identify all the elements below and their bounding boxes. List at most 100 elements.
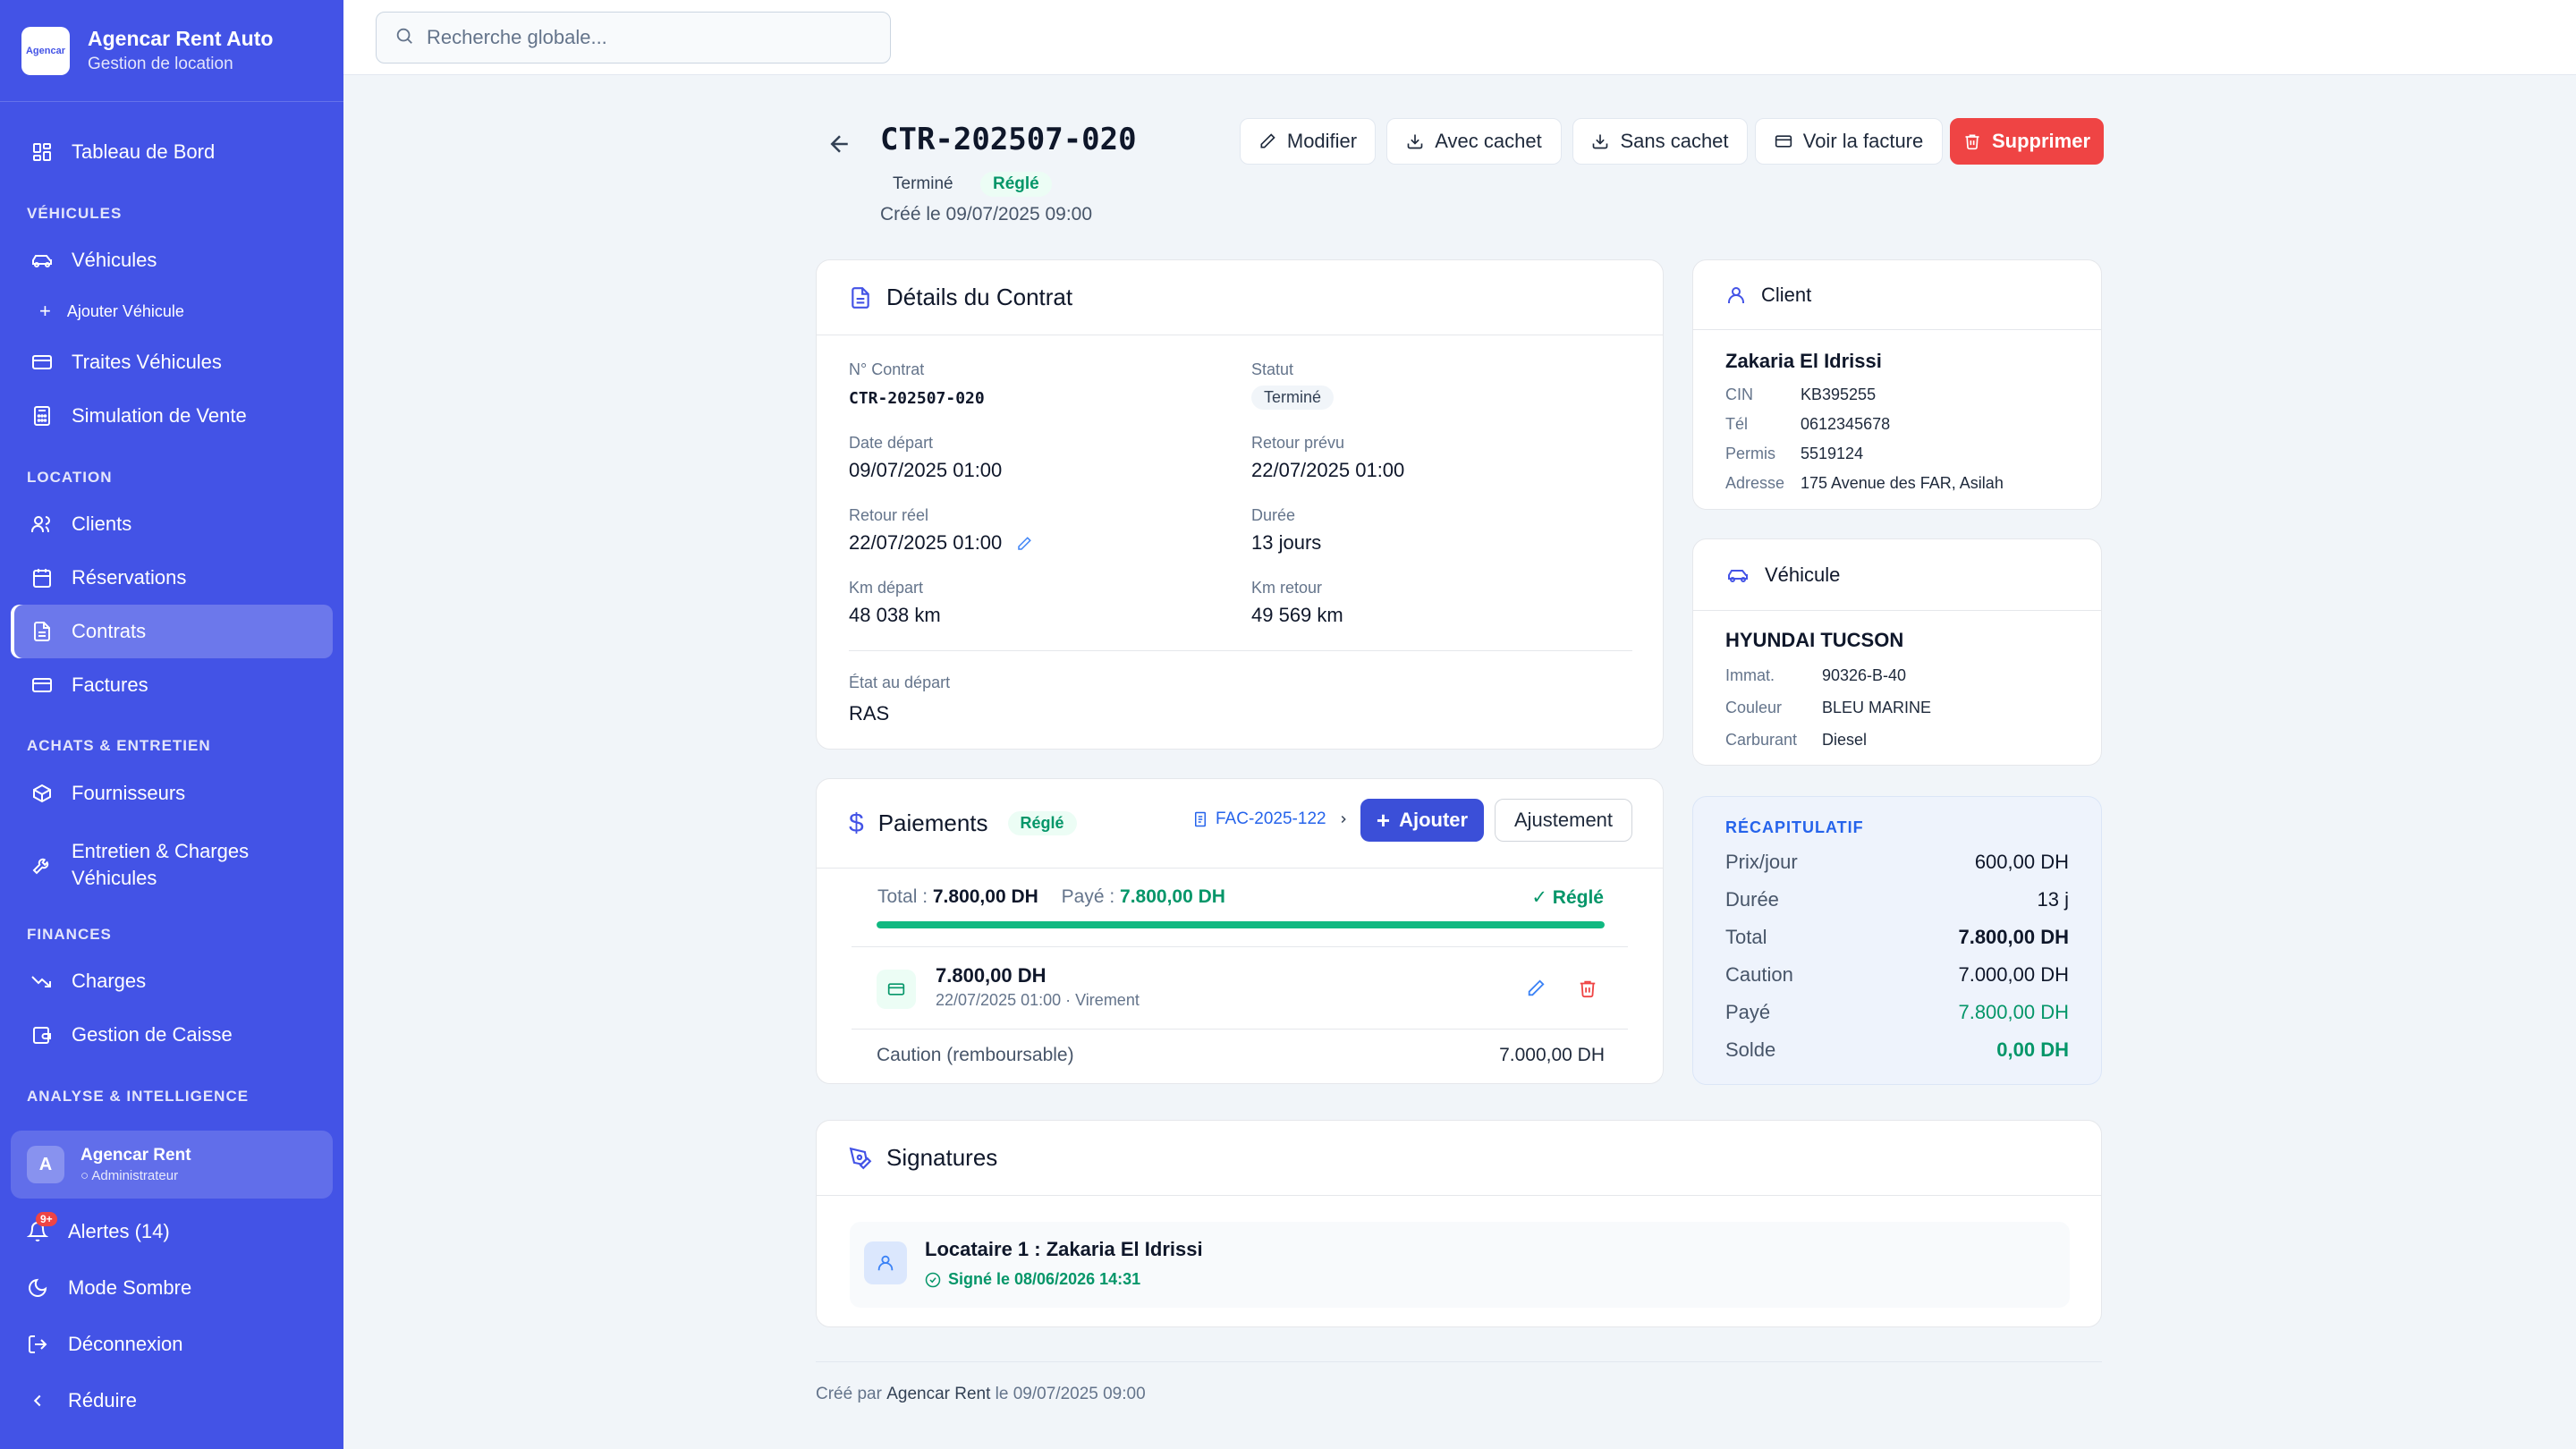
km-end-value: 49 569 km [1251, 604, 1343, 626]
sidebar-item-cash[interactable]: Gestion de Caisse [11, 1008, 333, 1062]
brand[interactable]: Agencar Agencar Rent Auto Gestion de loc… [0, 0, 343, 102]
users-icon [30, 513, 54, 536]
contract-number-label: N° Contrat [849, 360, 925, 378]
vehicle-name[interactable]: HYUNDAI TUCSON [1725, 629, 1904, 651]
settled-indicator: ✓ Réglé [1531, 887, 1604, 908]
sidebar-item-sale-simulation[interactable]: Simulation de Vente [11, 389, 333, 443]
planned-return-value: 22/07/2025 01:00 [1251, 459, 1405, 481]
client-permit: 5519124 [1801, 445, 1864, 462]
section-rental: LOCATION [27, 469, 113, 486]
package-icon [30, 782, 54, 805]
client-phone: 0612345678 [1801, 415, 1891, 433]
recap-duration: 13 j [2037, 888, 2069, 911]
section-analysis: ANALYSE & INTELLIGENCE [27, 1088, 250, 1105]
edit-button[interactable]: Modifier [1240, 118, 1376, 165]
deposit-value: 7.000,00 DH [1499, 1045, 1605, 1065]
delete-payment-button[interactable] [1578, 979, 1597, 1003]
sidebar-item-contracts[interactable]: Contrats [11, 605, 333, 658]
payment-status-badge: Réglé [1007, 811, 1077, 835]
brand-logo: Agencar [21, 26, 70, 75]
trending-down-icon [30, 970, 54, 993]
start-date-label: Date départ [849, 434, 934, 452]
view-invoice-button[interactable]: Voir la facture [1755, 118, 1943, 165]
sidebar-item-clients[interactable]: Clients [11, 497, 333, 551]
sidebar-item-dashboard[interactable]: Tableau de Bord [11, 125, 333, 179]
avatar: A [27, 1146, 64, 1183]
dollar-icon: $ [849, 808, 864, 838]
payment-meta: 22/07/2025 01:00 · Virement [936, 991, 1140, 1009]
deposit-label: Caution (remboursable) [877, 1045, 1074, 1065]
alerts-button[interactable]: 9+ Alertes (14) [25, 1209, 170, 1254]
dark-mode-toggle[interactable]: Mode Sombre [25, 1266, 191, 1310]
card-title: Véhicule [1765, 563, 1841, 586]
status-badge: Terminé [880, 172, 966, 197]
divider [849, 650, 1632, 651]
section-purchases: ACHATS & ENTRETIEN [27, 737, 211, 754]
start-date-value: 09/07/2025 01:00 [849, 459, 1003, 481]
car-icon [30, 249, 54, 272]
download-without-stamp-button[interactable]: Sans cachet [1572, 118, 1748, 165]
signer-name: Locataire 1 : Zakaria El Idrissi [925, 1238, 1203, 1260]
client-name[interactable]: Zakaria El Idrissi [1725, 350, 1882, 372]
sidebar-item-reservations[interactable]: Réservations [11, 551, 333, 605]
download-icon [1591, 132, 1609, 150]
recap-deposit: 7.000,00 DH [1958, 963, 2069, 986]
pencil-icon[interactable] [1016, 536, 1032, 552]
departure-state-value: RAS [849, 702, 890, 724]
back-button[interactable] [825, 131, 855, 161]
file-text-icon [30, 620, 54, 643]
pencil-icon [1526, 979, 1546, 1002]
recap-price: 600,00 DH [1974, 851, 2069, 873]
vehicle-plate: 90326-B-40 [1822, 666, 1907, 684]
sidebar-item-invoices[interactable]: Factures [11, 658, 333, 712]
client-address: 175 Avenue des FAR, Asilah [1801, 474, 2004, 492]
vehicle-card: Véhicule HYUNDAI TUCSON Immat. 90326-B-4… [1692, 538, 2102, 766]
client-card: Client Zakaria El Idrissi CIN KB395255 T… [1692, 259, 2102, 510]
search-input[interactable] [427, 26, 856, 49]
invoice-link[interactable]: FAC-2025-122 [1192, 809, 1350, 829]
recap-paid: 7.800,00 DH [1958, 1001, 2069, 1023]
pen-tool-icon [849, 1147, 872, 1170]
divider [852, 946, 1628, 947]
calculator-icon [30, 404, 54, 428]
contract-number-value: CTR-202507-020 [849, 389, 985, 408]
user-icon [864, 1241, 907, 1284]
wrench-icon [30, 853, 54, 877]
logout-button[interactable]: Déconnexion [25, 1322, 182, 1367]
sidebar-item-vehicles[interactable]: Véhicules [11, 233, 333, 287]
user-name: Agencar Rent [80, 1146, 191, 1165]
trash-icon [1963, 132, 1981, 150]
sidebar-item-vehicle-drafts[interactable]: Traites Véhicules [11, 335, 333, 389]
download-with-stamp-button[interactable]: Avec cachet [1386, 118, 1562, 165]
signature-status: Signé le 08/06/2026 14:31 [925, 1270, 1140, 1289]
sidebar-item-maintenance[interactable]: Entretien & Charges Véhicules [11, 832, 333, 898]
recap-card: RÉCAPITULATIF Prix/jour 600,00 DH Durée … [1692, 796, 2102, 1085]
client-cin: KB395255 [1801, 386, 1877, 403]
recap-title: RÉCAPITULATIF [1725, 818, 1864, 836]
signature-item: Locataire 1 : Zakaria El Idrissi Signé l… [850, 1222, 2070, 1308]
payment-progress-bar [877, 921, 1605, 928]
page-title: CTR-202507-020 [880, 122, 1137, 157]
user-card[interactable]: A Agencar Rent ○ Administrateur [11, 1131, 333, 1199]
chevron-left-icon [25, 1391, 50, 1411]
chevron-right-icon [1337, 813, 1350, 826]
vehicle-fuel: Diesel [1822, 731, 1868, 749]
status-circle-icon: ○ [80, 1168, 89, 1183]
credit-card-icon [1775, 132, 1792, 150]
km-end-label: Km retour [1251, 579, 1323, 597]
payments-card: $ Paiements Réglé FAC-2025-122 + Ajouter … [816, 778, 1664, 1084]
wallet-icon [30, 1023, 54, 1046]
payment-status-badge: Réglé [980, 172, 1052, 197]
delete-button[interactable]: Supprimer [1950, 118, 2104, 165]
add-payment-button[interactable]: + Ajouter [1360, 799, 1484, 842]
sidebar-item-add-vehicle[interactable]: + Ajouter Véhicule [39, 300, 184, 322]
edit-payment-button[interactable] [1526, 979, 1546, 1003]
moon-icon [25, 1277, 50, 1299]
adjustment-button[interactable]: Ajustement [1495, 799, 1632, 842]
plus-icon: + [1376, 806, 1391, 834]
card-title: Client [1761, 283, 1812, 306]
collapse-sidebar-button[interactable]: Réduire [25, 1378, 137, 1423]
sidebar-item-charges[interactable]: Charges [11, 954, 333, 1008]
sidebar-item-suppliers[interactable]: Fournisseurs [11, 767, 333, 820]
global-search[interactable] [376, 12, 891, 64]
